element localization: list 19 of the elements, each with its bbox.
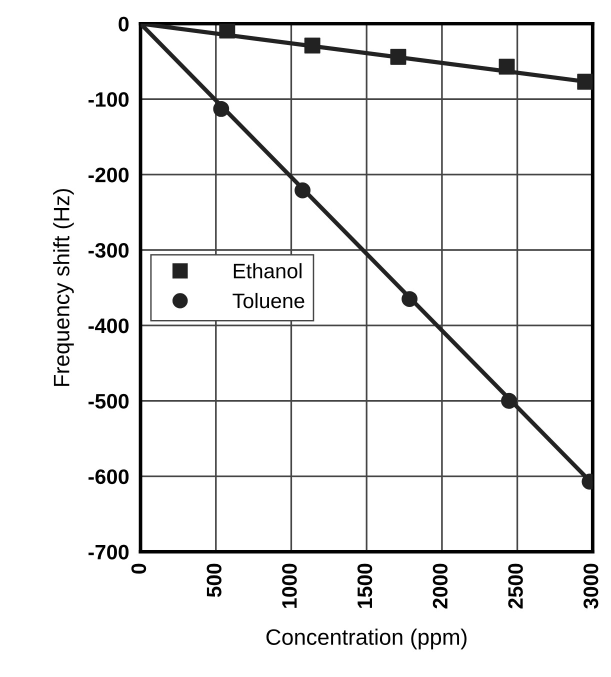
y-tick-label: -400 [88,318,129,334]
y-tick-label: -600 [88,469,129,484]
y-tick-label: -300 [88,243,129,258]
x-tick-label: 3000 [584,564,598,609]
x-axis-title: Concentration (ppm) [266,628,467,650]
x-tick-label: 0 [131,564,146,574]
x-tick-label: 1500 [357,564,372,608]
legend-label: Ethanol [234,263,302,278]
x-tick-label: 2000 [432,564,448,608]
y-axis-title: Frequency shift (Hz) [53,189,74,386]
y-tick-label: -100 [88,92,129,107]
legend-label: Toluene [232,292,304,308]
x-tick-label: 1000 [282,564,297,608]
y-tick-label: 0 [118,16,129,32]
x-tick-label: 500 [206,564,222,597]
x-tick-label: 2500 [508,564,523,608]
y-tick-label: -700 [88,544,129,560]
y-tick-label: -500 [88,394,129,409]
y-tick-label: -200 [88,168,129,182]
